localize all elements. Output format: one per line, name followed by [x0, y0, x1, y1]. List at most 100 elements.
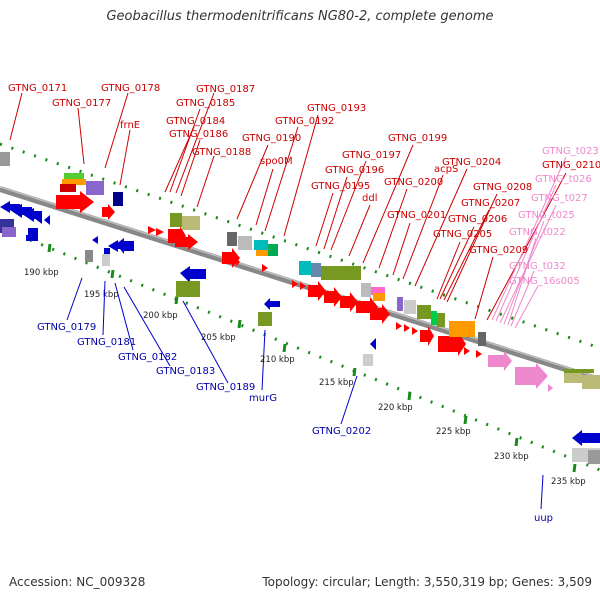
- gene-label: GTNG_0200: [384, 177, 443, 188]
- gene-arrow: [476, 350, 482, 358]
- gene-block: [582, 375, 600, 389]
- gene-block: [404, 300, 416, 314]
- gene-label: GTNG_0190: [242, 133, 301, 144]
- gene-block: [397, 297, 403, 311]
- gene-block: [299, 261, 311, 275]
- gene-arrow: [340, 292, 358, 312]
- gene-label: spo0M: [260, 156, 293, 167]
- gene-label: GTNG_t027: [531, 193, 588, 204]
- gene-block: [564, 369, 594, 373]
- gene-label: GTNG_0171: [8, 83, 67, 94]
- scale-label: 220 kbp: [378, 403, 413, 413]
- gene-block: [321, 266, 361, 280]
- gene-block: [417, 305, 431, 319]
- gene-block: [102, 254, 110, 266]
- gene-label: GTNG_0185: [176, 98, 235, 109]
- reverse-labels: GTNG_0179 GTNG_0181 GTNG_0182 GTNG_0183 …: [37, 322, 553, 524]
- gene-block: [311, 263, 321, 277]
- rna-leader-lines: [491, 156, 567, 329]
- gene-arrow: [180, 266, 206, 283]
- gene-block: [437, 313, 445, 327]
- gene-label: GTNG_0202: [312, 426, 371, 437]
- gene-arrow: [102, 204, 115, 220]
- scale-label: 200 kbp: [143, 311, 178, 321]
- reverse-leader-lines: [66, 277, 544, 510]
- gene-label: GTNG_0192: [275, 116, 334, 127]
- accession-label: Accession: NC_009328: [9, 575, 146, 589]
- gene-arrow: [175, 234, 198, 250]
- gene-label: GTNG_t023: [542, 146, 599, 157]
- gene-arrow: [548, 384, 553, 392]
- scale-label: 210 kbp: [260, 355, 295, 365]
- forward-features: [0, 152, 600, 392]
- gene-arrow: [148, 226, 164, 236]
- gene-label: GTNG_0207: [461, 198, 520, 209]
- gene-block: [28, 228, 38, 236]
- gene-label: GTNG_0197: [342, 150, 401, 161]
- scale-label: 215 kbp: [319, 378, 354, 388]
- gene-block: [2, 227, 16, 237]
- gene-label: GTNG_0193: [307, 103, 366, 114]
- gene-label: GTNG_0204: [442, 157, 501, 168]
- gene-label: GTNG_0205: [433, 229, 492, 240]
- gene-block: [176, 281, 200, 297]
- gene-label: GTNG_0196: [325, 165, 384, 176]
- gene-label: GTNG_0179: [37, 322, 96, 333]
- gene-block: [268, 244, 278, 256]
- rna-labels: GTNG_t023 GTNG_t026 GTNG_t027 GTNG_t025 …: [509, 146, 599, 287]
- gene-label: ddl: [362, 193, 377, 204]
- scale-label: 190 kbp: [24, 268, 59, 278]
- gene-block: [182, 216, 200, 230]
- gene-block: [361, 283, 371, 297]
- gene-label: GTNG_0189: [196, 382, 255, 393]
- gene-block: [85, 250, 93, 262]
- gene-arrow: [370, 338, 376, 350]
- gene-block: [373, 293, 385, 301]
- gene-block: [86, 181, 104, 195]
- gene-label: GTNG_0181: [77, 337, 136, 348]
- gene-block: [254, 240, 268, 250]
- gene-label: GTNG_0188: [192, 147, 251, 158]
- gene-arrow: [515, 363, 548, 389]
- outer-dotted-track: [0, 142, 600, 350]
- scale-label: 230 kbp: [494, 452, 529, 462]
- gene-label: acpS: [434, 164, 458, 175]
- gene-block: [104, 248, 110, 254]
- gene-arrow: [370, 304, 390, 324]
- gene-label: murG: [249, 393, 277, 404]
- scale-label: 235 kbp: [551, 477, 586, 487]
- gene-label: GTNG_0199: [388, 133, 447, 144]
- gene-label: GTNG_0178: [101, 83, 160, 94]
- gene-block: [371, 287, 385, 295]
- gene-arrow: [488, 351, 512, 371]
- gene-label: GTNG_0187: [196, 84, 255, 95]
- gene-block: [238, 236, 252, 250]
- gene-block: [258, 312, 272, 326]
- gene-arrow: [438, 332, 466, 356]
- gene-block: [170, 213, 182, 227]
- gene-arrow: [292, 280, 306, 290]
- scale-label: 205 kbp: [201, 333, 236, 343]
- gene-arrow: [222, 248, 240, 268]
- gene-arrow: [396, 322, 418, 335]
- gene-label: GTNG_t022: [509, 227, 566, 238]
- gene-label: GTNG_0195: [311, 181, 370, 192]
- gene-block: [449, 321, 475, 337]
- gene-label: GTNG_0201: [387, 210, 446, 221]
- gene-label: GTNG_0186: [169, 129, 228, 140]
- reverse-features: [0, 201, 600, 464]
- gene-label: GTNG_16s005: [509, 276, 580, 287]
- gene-arrow: [34, 212, 50, 225]
- gene-label: GTNG_0206: [448, 214, 507, 225]
- gene-block: [588, 450, 600, 464]
- gene-arrow: [116, 238, 134, 254]
- gene-label: GTNG_0210: [542, 160, 600, 171]
- gene-block: [478, 332, 486, 346]
- gene-label: GTNG_0177: [52, 98, 111, 109]
- gene-block: [256, 250, 268, 256]
- scale-labels: 190 kbp 195 kbp 200 kbp 205 kbp 210 kbp …: [24, 268, 586, 487]
- gene-block: [62, 179, 86, 185]
- gene-block: [113, 192, 123, 206]
- map-title: Geobacillus thermodenitrificans NG80-2, …: [106, 9, 494, 24]
